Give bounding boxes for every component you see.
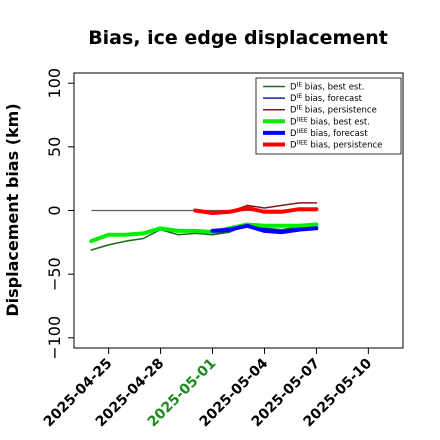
legend-entry-3: DIE bias, persistence [290, 105, 377, 116]
y-tick-label: 100 [45, 68, 64, 99]
legend-box [255, 77, 402, 155]
legend-entry-5: DIIEE bias, forecast [290, 128, 368, 139]
y-tick-label: 0 [45, 205, 64, 215]
y-axis-ticks: −100 −50 0 50 100 [45, 68, 74, 360]
legend: DIE bias, best est.DIE bias, forecastDIE… [255, 77, 402, 155]
series-layer [89, 202, 319, 251]
legend-entry-6: DIIEE bias, persistence [290, 140, 382, 151]
series-line-6 [193, 206, 319, 215]
series-line-5 [210, 223, 319, 235]
series-line-1 [90, 223, 318, 251]
y-axis-label: Displacement bias (km) [3, 103, 22, 316]
legend-entry-4: DIIEE bias, best est. [290, 116, 370, 127]
x-axis-ticks: 2025-04-252025-04-282025-05-012025-05-04… [41, 348, 375, 430]
legend-entry-1: DIE bias, best est. [290, 82, 364, 93]
legend-entry-2: DIE bias, forecast [290, 93, 363, 104]
y-tick-label: −50 [45, 257, 64, 291]
series-line-4 [89, 222, 319, 244]
y-tick-label: 50 [45, 137, 64, 157]
chart-title: Bias, ice edge displacement [88, 27, 388, 49]
y-tick-label: −100 [45, 316, 64, 360]
